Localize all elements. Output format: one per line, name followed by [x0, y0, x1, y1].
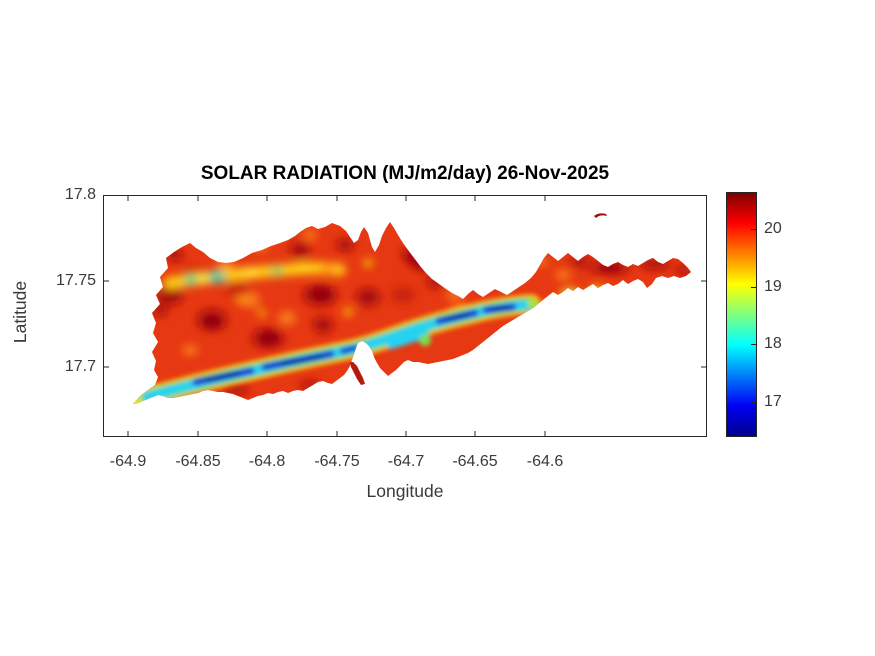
x-tick-label: -64.6 [526, 453, 564, 470]
colorbar-tick [751, 229, 756, 230]
colorbar-tick [751, 287, 756, 288]
x-tick-label: -64.75 [314, 453, 360, 470]
x-tick-label: -64.85 [175, 453, 221, 470]
x-axis-label: Longitude [366, 481, 444, 501]
y-tick-label: 17.75 [55, 272, 96, 289]
colorbar-tick [751, 344, 756, 345]
plot-area [103, 195, 707, 437]
axes-box [103, 195, 707, 437]
colorbar-tick-label: 20 [764, 220, 782, 237]
colorbar [726, 192, 757, 437]
colorbar-tick-label: 18 [764, 335, 782, 352]
chart-title: SOLAR RADIATION (MJ/m2/day) 26-Nov-2025 [200, 163, 610, 184]
y-tick-label: 17.7 [64, 358, 96, 375]
x-tick-label: -64.7 [387, 453, 425, 470]
y-tick-label: 17.8 [64, 186, 96, 203]
x-tick-label: -64.8 [248, 453, 286, 470]
x-tick-label: -64.9 [109, 453, 147, 470]
colorbar-tick-label: 17 [764, 393, 782, 410]
x-tick-label: -64.65 [452, 453, 498, 470]
island-heat-field [133, 222, 691, 404]
buck-island [594, 213, 607, 218]
bay-spit [350, 362, 365, 385]
solar-radiation-map [103, 195, 707, 437]
y-axis-label: Latitude [10, 280, 30, 344]
colorbar-tick-label: 19 [764, 278, 782, 295]
colorbar-tick [751, 402, 756, 403]
